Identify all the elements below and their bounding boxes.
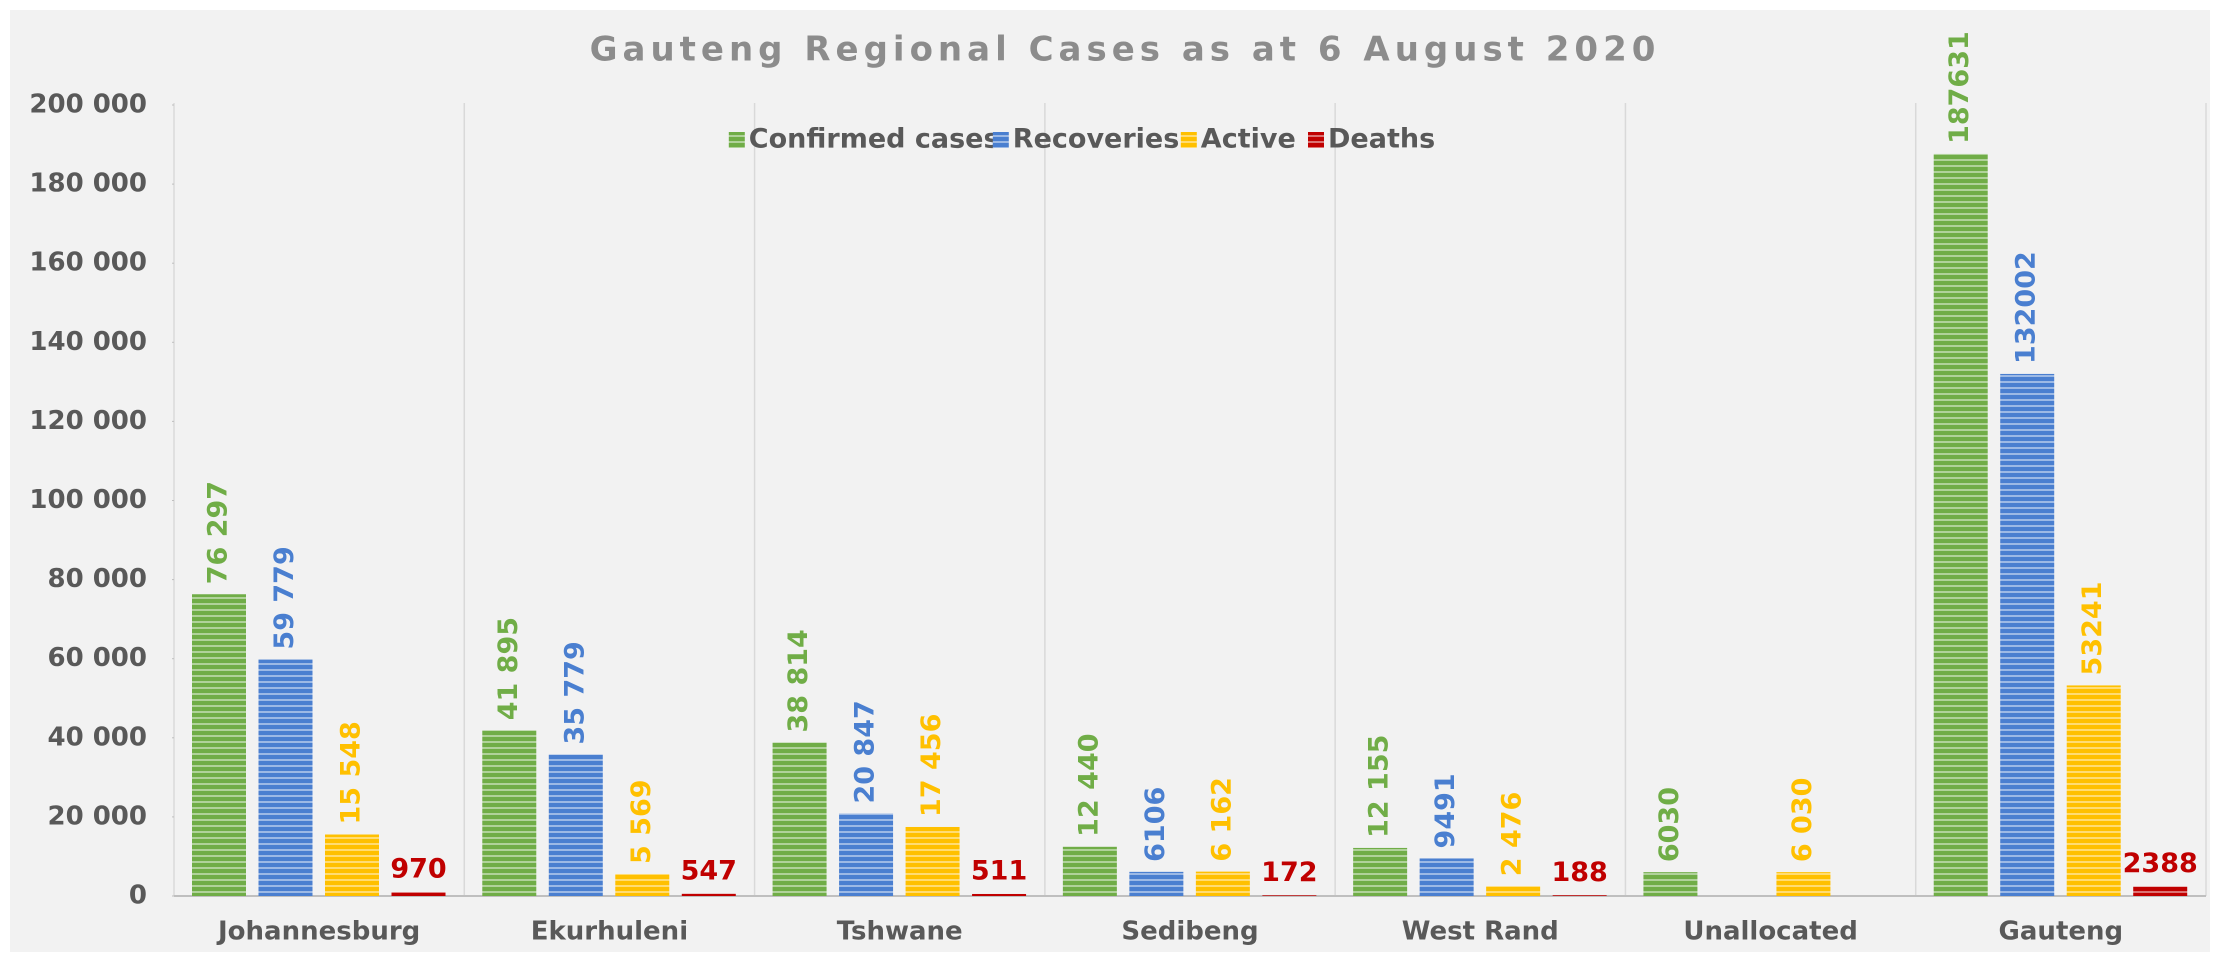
- bar: [905, 826, 960, 896]
- legend-label: Active: [1201, 124, 1296, 155]
- y-tick-label: 20 000: [47, 801, 147, 831]
- y-tick-label: 40 000: [47, 722, 147, 752]
- y-tick-label: 140 000: [29, 327, 147, 357]
- data-label: 41 895: [493, 617, 524, 720]
- x-tick-label: Johannesburg: [216, 917, 420, 947]
- data-label: 12 440: [1073, 733, 1104, 836]
- bar: [1419, 858, 1474, 896]
- bar: [1353, 847, 1408, 896]
- data-label: 970: [390, 854, 446, 885]
- data-label: 187631: [1944, 31, 1975, 144]
- bar: [1129, 871, 1184, 896]
- x-tick-label: West Rand: [1402, 917, 1559, 947]
- bar: [1933, 153, 1988, 897]
- legend: Confirmed cases Recoveries Active Deaths: [728, 124, 1435, 155]
- data-label: 6106: [1140, 787, 1171, 862]
- data-label: 38 814: [783, 629, 814, 732]
- bar: [2133, 886, 2188, 896]
- data-label: 6 030: [1787, 778, 1818, 863]
- data-label: 172: [1261, 857, 1317, 888]
- data-label: 59 779: [269, 546, 300, 649]
- data-label: 53241: [2077, 581, 2108, 675]
- data-label: 6 162: [1206, 777, 1237, 862]
- legend-swatch: [1308, 132, 1324, 148]
- x-tick-label: Gauteng: [1999, 917, 2124, 947]
- y-tick-label: 0: [129, 881, 147, 911]
- data-label: 20 847: [850, 700, 881, 803]
- data-label: 511: [971, 855, 1027, 886]
- data-label: 17 456: [916, 714, 947, 817]
- chart-background: [10, 10, 2210, 952]
- data-label: 5 569: [626, 779, 657, 864]
- data-label: 132002: [2011, 251, 2042, 364]
- bar: [1195, 871, 1250, 896]
- data-label: 6030: [1654, 787, 1685, 862]
- bar: [681, 893, 736, 896]
- y-tick-label: 100 000: [29, 485, 147, 515]
- data-label: 188: [1551, 857, 1607, 888]
- data-label: 12 155: [1364, 735, 1395, 838]
- bar: [972, 893, 1027, 896]
- x-tick-label: Tshwane: [837, 917, 963, 947]
- legend-swatch: [1180, 132, 1197, 148]
- bar: [1486, 886, 1541, 896]
- bar: [1643, 872, 1698, 896]
- chart-title: Gauteng Regional Cases as at 6 August 20…: [590, 30, 1661, 70]
- x-tick-label: Sedibeng: [1121, 917, 1258, 947]
- y-tick-label: 200 000: [29, 90, 147, 120]
- bar: [839, 813, 894, 896]
- bar: [258, 659, 313, 896]
- y-tick-label: 180 000: [29, 169, 147, 199]
- legend-swatch: [992, 132, 1009, 148]
- data-label: 76 297: [203, 481, 234, 584]
- legend-label: Recoveries: [1013, 124, 1180, 155]
- bar: [1062, 846, 1117, 896]
- bar: [615, 873, 670, 896]
- x-tick-label: Ekurhuleni: [531, 917, 688, 947]
- bar: [2066, 685, 2121, 896]
- bar: [192, 594, 246, 896]
- legend-label: Confirmed cases: [749, 124, 1000, 155]
- bar: [548, 754, 603, 896]
- bar: [1262, 895, 1317, 896]
- y-tick-label: 60 000: [47, 643, 147, 673]
- legend-label: Deaths: [1328, 124, 1435, 155]
- y-tick-label: 160 000: [29, 248, 147, 278]
- bar: [325, 834, 379, 896]
- data-label: 2388: [2123, 848, 2198, 879]
- data-label: 15 548: [336, 721, 367, 824]
- bar: [772, 742, 827, 896]
- bar: [391, 892, 446, 896]
- x-tick-label: Unallocated: [1683, 917, 1857, 947]
- bar: [1776, 872, 1831, 896]
- data-label: 2 476: [1497, 792, 1528, 877]
- bar: [1552, 895, 1607, 896]
- data-label: 547: [681, 855, 737, 886]
- data-label: 9491: [1430, 773, 1461, 848]
- y-tick-label: 120 000: [29, 406, 147, 436]
- bar: [2000, 373, 2055, 896]
- bar: [482, 730, 537, 896]
- y-tick-label: 80 000: [47, 564, 147, 594]
- legend-swatch: [728, 132, 745, 148]
- data-label: 35 779: [559, 641, 590, 744]
